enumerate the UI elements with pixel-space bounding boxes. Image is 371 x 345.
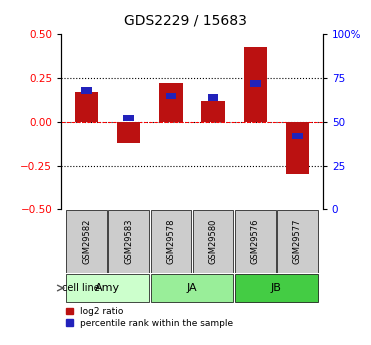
Bar bbox=[117, 122, 140, 143]
FancyBboxPatch shape bbox=[235, 274, 318, 302]
FancyBboxPatch shape bbox=[66, 210, 107, 273]
FancyBboxPatch shape bbox=[151, 274, 233, 302]
Bar bbox=[75, 92, 98, 122]
FancyBboxPatch shape bbox=[108, 210, 149, 273]
Text: GSM29578: GSM29578 bbox=[167, 219, 175, 264]
Text: Amy: Amy bbox=[95, 283, 120, 293]
Text: JA: JA bbox=[187, 283, 197, 293]
Text: GSM29576: GSM29576 bbox=[251, 219, 260, 264]
Text: GSM29580: GSM29580 bbox=[209, 219, 217, 264]
FancyBboxPatch shape bbox=[66, 274, 149, 302]
Bar bbox=[286, 122, 309, 174]
Bar bbox=[250, 80, 260, 87]
Bar bbox=[201, 101, 225, 122]
FancyBboxPatch shape bbox=[151, 210, 191, 273]
Bar bbox=[292, 133, 303, 139]
Legend: log2 ratio, percentile rank within the sample: log2 ratio, percentile rank within the s… bbox=[66, 307, 233, 328]
Bar bbox=[165, 93, 176, 99]
Bar bbox=[81, 87, 92, 93]
FancyBboxPatch shape bbox=[277, 210, 318, 273]
Bar bbox=[244, 47, 267, 122]
Bar bbox=[124, 115, 134, 121]
Bar bbox=[159, 83, 183, 122]
Bar bbox=[208, 95, 219, 100]
Text: GSM29582: GSM29582 bbox=[82, 219, 91, 264]
Text: GSM29577: GSM29577 bbox=[293, 219, 302, 264]
Text: GDS2229 / 15683: GDS2229 / 15683 bbox=[124, 14, 247, 28]
FancyBboxPatch shape bbox=[193, 210, 233, 273]
FancyBboxPatch shape bbox=[235, 210, 276, 273]
Text: GSM29583: GSM29583 bbox=[124, 219, 133, 264]
Text: cell line: cell line bbox=[62, 283, 100, 293]
Text: JB: JB bbox=[271, 283, 282, 293]
